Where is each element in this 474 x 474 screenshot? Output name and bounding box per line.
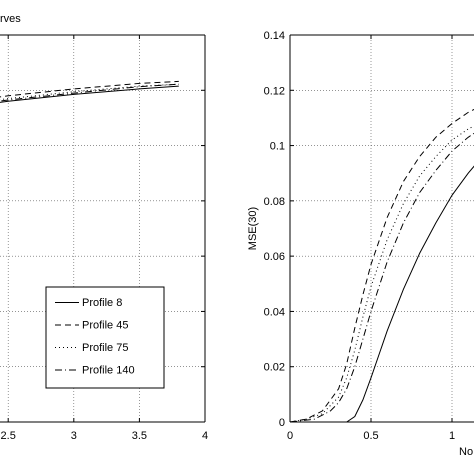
right-series-line-profile-75	[290, 125, 474, 422]
right-y-tick-label: 0.1	[270, 141, 285, 153]
right-x-tick-label: 0	[287, 430, 293, 442]
left-series-group	[0, 80, 179, 103]
left-series-line-profile-8	[0, 85, 179, 103]
legend-label: Profile 75	[82, 342, 128, 354]
left-x-tick-label: 4	[202, 430, 208, 442]
legend-label: Profile 45	[82, 320, 128, 332]
left-x-tick-label: 2.5	[1, 430, 16, 442]
legend-label: Profile 140	[82, 365, 135, 377]
right-series-line-profile-45	[290, 108, 474, 422]
left-series-line-profile-140	[0, 83, 179, 102]
right-y-axis-label: MSE(30)	[247, 207, 259, 250]
legend-box	[45, 286, 165, 389]
left-x-tick-label: 3	[71, 430, 77, 442]
right-y-tick-label: 0	[279, 417, 285, 429]
right-y-tick-label: 0.14	[264, 30, 285, 42]
left-series-line-profile-45	[0, 80, 179, 98]
right-x-tick-label: 1	[449, 430, 455, 442]
left-chart-title: rves	[0, 13, 21, 25]
right-y-tick-label: 0.08	[264, 196, 285, 208]
right-chart-panel: 00.511.00.020.040.060.080.10.120.14MSE(3…	[247, 30, 474, 458]
left-series-line-profile-75	[0, 83, 179, 101]
left-x-tick-label: 3.5	[132, 430, 147, 442]
right-y-tick-label: 0.12	[264, 85, 285, 97]
right-x-tick-label: 0.5	[363, 430, 378, 442]
right-series-group	[290, 108, 474, 422]
right-series-line-profile-140	[290, 132, 474, 422]
right-series-line-profile-8	[290, 165, 474, 422]
left-chart-panel: 2.5 3 3.5 4 rves Profile 8 Profile 45 Profile 7…	[0, 13, 208, 442]
right-x-axis-label: No	[459, 446, 473, 458]
legend: Profile 8 Profile 45 Profile 75 Profile 140	[45, 286, 165, 389]
right-y-tick-label: 0.04	[264, 306, 285, 318]
right-y-tick-label: 0.06	[264, 251, 285, 263]
legend-label: Profile 8	[82, 297, 122, 309]
right-y-tick-label: 0.02	[264, 362, 285, 374]
